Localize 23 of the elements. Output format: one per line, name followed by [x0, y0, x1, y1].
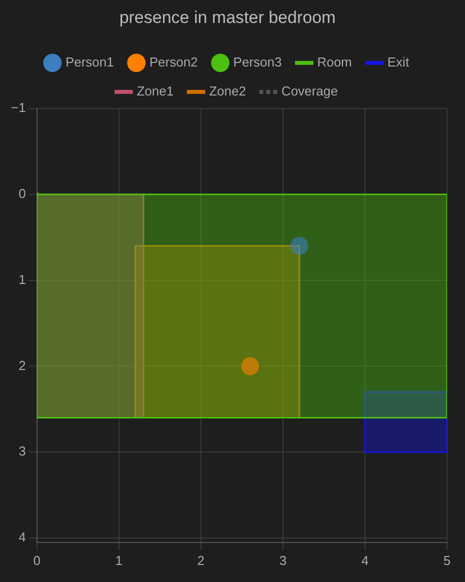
x-tick-label: 3 [279, 552, 287, 568]
legend-label: Zone1 [136, 83, 174, 98]
legend-label: Person3 [233, 54, 282, 70]
x-tick-label: 5 [443, 552, 451, 568]
legend-label: Person2 [149, 54, 198, 70]
y-tick-label: −1 [10, 100, 26, 115]
x-tick-label: 4 [361, 552, 369, 568]
point [241, 357, 260, 376]
y-tick-label: 4 [18, 530, 26, 545]
point [290, 236, 308, 255]
y-tick-label: 1 [18, 272, 26, 287]
x-tick-label: 1 [115, 552, 122, 568]
x-tick-label: 2 [197, 552, 205, 568]
y-tick-label: 2 [18, 358, 26, 373]
legend-label: Exit [387, 54, 410, 70]
y-tick-label: 0 [18, 186, 26, 201]
legend-label: Zone2 [209, 83, 246, 98]
legend-label: Person1 [65, 54, 114, 70]
y-tick-label: 3 [18, 444, 26, 459]
x-tick-label: 0 [33, 552, 40, 568]
chart-title: presence in master bedroom [119, 8, 336, 27]
legend-label: Room [317, 54, 352, 70]
legend-label: Coverage [281, 83, 338, 98]
